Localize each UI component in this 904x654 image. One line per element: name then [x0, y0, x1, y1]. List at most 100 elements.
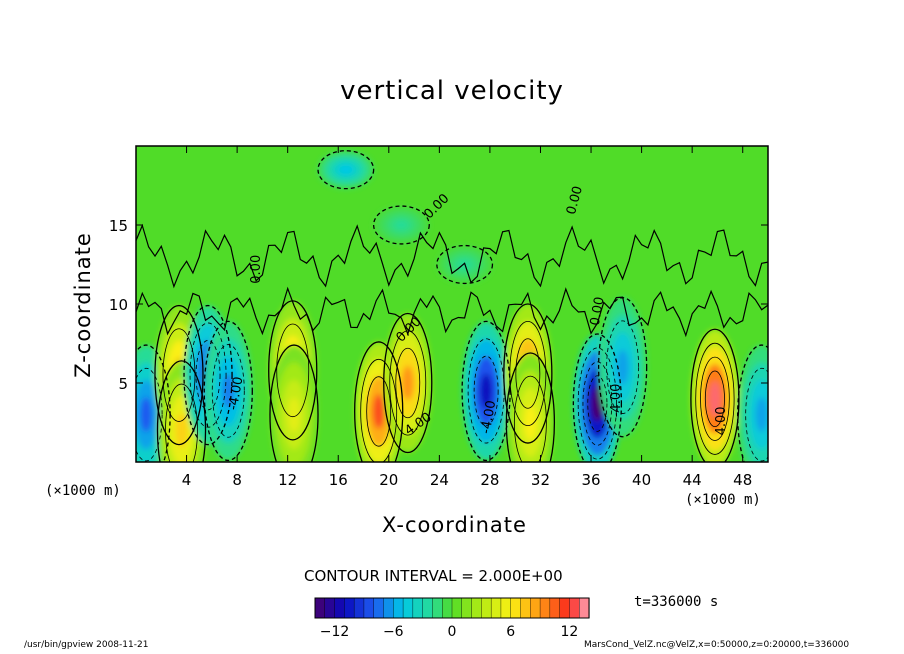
colorbar-segment: [383, 597, 394, 619]
velocity-cell: [372, 394, 385, 429]
contour-line: [509, 320, 547, 427]
colorbar-segment: [442, 597, 453, 619]
contour-value-label: -4.00: [226, 376, 247, 412]
velocity-cell: [394, 220, 409, 230]
colorbar-segment: [539, 597, 551, 619]
contour-value-label: 0.00: [564, 184, 586, 216]
colorbar-segment: [393, 597, 404, 619]
contour-value-label: 4.00: [714, 406, 729, 435]
contour-value-label: 0.00: [588, 296, 608, 327]
chart-title: vertical velocity: [340, 76, 564, 106]
colorbar-tick-label: −6: [383, 624, 404, 640]
x-tick-label: 4: [182, 471, 192, 489]
colorbar-segment: [490, 597, 502, 619]
contour-line: [503, 303, 553, 444]
contour-line: [276, 323, 310, 418]
y-tick-label: 15: [109, 217, 128, 235]
colorbar-segment: [510, 597, 522, 619]
colorbar-tick-label: 12: [561, 624, 579, 640]
contour-line: [515, 338, 541, 409]
y-axis-ticks: 5 10 15: [109, 217, 768, 393]
contour-line: [513, 375, 547, 462]
contour-line: [211, 344, 245, 438]
x-tick-label: 36: [581, 471, 600, 489]
contour-line: [505, 352, 556, 462]
x-axis-ticks: 4 8 12 16 20 24 28 32 36 40 44 48: [182, 146, 752, 489]
contour-line: [582, 361, 613, 446]
contour-line: [395, 347, 421, 419]
contour-line: [136, 367, 163, 462]
contour-value-label: -4.00: [479, 399, 500, 435]
contour-line: [154, 304, 204, 446]
footer-program-date: /usr/bin/gpview 2008-11-21: [24, 640, 149, 650]
velocity-cell: [222, 373, 235, 409]
contour-interval-label: CONTOUR INTERVAL = 2.000E+00: [304, 567, 563, 585]
colorbar-segment: [334, 597, 345, 619]
contour-line: [473, 355, 499, 427]
contour-line: [156, 360, 207, 462]
contour-line: [383, 312, 433, 454]
x-unit-label-right: (×1000 m): [685, 492, 761, 508]
contour-line: [587, 375, 608, 432]
colorbar-segment: [569, 597, 580, 619]
contour-line: [183, 304, 233, 446]
colorbar-segment: [579, 597, 590, 619]
contour-line: [389, 330, 427, 436]
contour-line: [737, 344, 768, 462]
zero-contour: [136, 223, 768, 289]
contour-line: [745, 367, 768, 462]
colorbar-segment: [363, 597, 375, 619]
contour-line: [577, 347, 617, 460]
colorbar-segment: [373, 597, 385, 619]
contour-line: [162, 328, 196, 422]
x-tick-label: 44: [683, 471, 702, 489]
colorbar-segment: [451, 597, 463, 619]
colorbar-segment: [520, 597, 531, 619]
colorbar-segment: [402, 597, 414, 619]
x-tick-label: 8: [232, 471, 242, 489]
x-unit-label-left: (×1000 m): [45, 483, 121, 499]
colorbar-segment: [344, 597, 355, 619]
velocity-cell: [524, 405, 537, 440]
velocity-cell: [140, 397, 153, 432]
colorbar-frame: [314, 597, 590, 619]
x-tick-label: 32: [531, 471, 550, 489]
colorbar-tick-label: 0: [448, 624, 457, 640]
colorbar-segment: [461, 597, 473, 619]
x-tick-label: 24: [430, 471, 449, 489]
x-tick-label: 12: [278, 471, 297, 489]
colorbar-segment: [530, 597, 541, 619]
contour-value-label: 0.00: [249, 255, 264, 284]
x-tick-label: 40: [632, 471, 651, 489]
colorbar-segment: [549, 597, 561, 619]
contour-line: [366, 376, 392, 447]
contour-value-label: -4.00: [609, 384, 624, 418]
colorbar-segment: [324, 597, 336, 619]
velocity-cell: [401, 365, 414, 401]
plot-area: 0.000.00 0.000.000.00-4.004.00 -4.00 -4.004…: [136, 146, 768, 462]
velocity-cell: [480, 373, 493, 409]
velocity-cell: [708, 381, 721, 417]
y-tick-label: 10: [109, 296, 128, 314]
x-tick-label: 48: [733, 471, 752, 489]
x-tick-label: 28: [480, 471, 499, 489]
contour-line: [704, 370, 725, 428]
contour-line: [606, 320, 640, 414]
x-axis-label: X-coordinate: [382, 513, 527, 537]
x-tick-label: 16: [329, 471, 348, 489]
contour-line: [461, 320, 511, 462]
velocity-cell: [338, 164, 353, 175]
velocity-cell: [287, 397, 301, 432]
velocity-cell: [755, 397, 768, 432]
colorbar: −12 −6 0 6 12: [314, 597, 590, 640]
contour-line: [695, 342, 735, 455]
colorbar-segment: [353, 597, 365, 619]
contour-line: [372, 205, 430, 245]
colorbar-segment: [559, 597, 571, 619]
colorbar-segment: [500, 597, 512, 619]
contour-line: [317, 150, 375, 190]
contour-line: [436, 244, 494, 285]
contour-line: [203, 320, 253, 462]
colorbar-segment: [314, 597, 326, 619]
contour-line: [189, 322, 227, 428]
